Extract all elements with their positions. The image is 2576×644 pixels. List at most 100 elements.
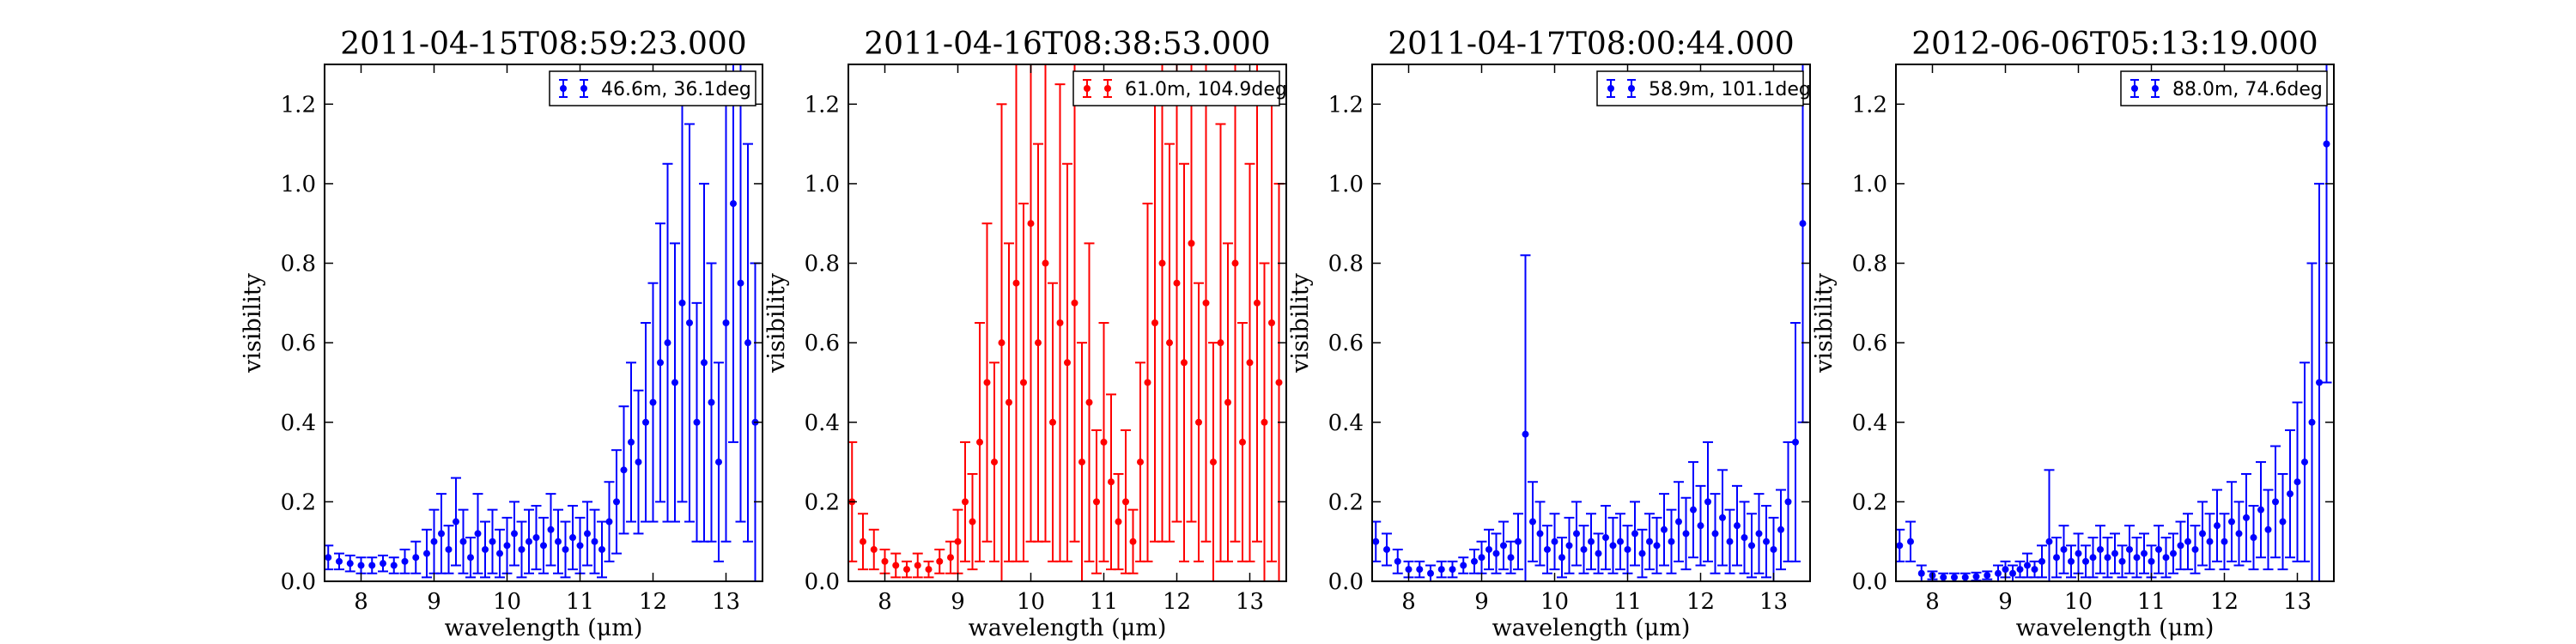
data-point — [1416, 566, 1424, 574]
data-point — [2199, 530, 2206, 538]
data-point — [2141, 550, 2148, 557]
chart-title: 2012-06-06T05:13:19.000 — [1911, 27, 2318, 62]
data-point — [511, 530, 518, 538]
y-tick-label: 1.0 — [1328, 172, 1364, 197]
data-point — [1181, 359, 1188, 367]
data-point — [1734, 522, 1741, 530]
data-point — [722, 319, 730, 326]
data-point — [1697, 522, 1704, 530]
data-point — [1485, 545, 1492, 553]
data-point — [1588, 538, 1595, 545]
x-axis-label: wavelength (μm) — [969, 615, 1167, 641]
data-point — [1042, 259, 1049, 267]
data-point — [526, 538, 532, 545]
data-point — [914, 562, 921, 569]
data-series — [1896, 64, 2332, 581]
data-point — [1210, 459, 1217, 466]
data-point — [1437, 566, 1445, 574]
data-point — [2206, 538, 2214, 545]
data-point — [881, 557, 889, 565]
axes-frame — [848, 64, 1287, 582]
data-point — [1609, 542, 1617, 550]
chart-panel: 2011-04-16T08:38:53.000 8 9 10 11 12 13 0.0 0.2 0… — [763, 27, 1287, 641]
data-point — [1224, 398, 1231, 406]
x-tick-label: 9 — [1474, 589, 1489, 615]
x-tick-label: 10 — [493, 589, 521, 615]
data-point — [1460, 562, 1467, 569]
data-point — [1049, 418, 1056, 426]
data-point — [892, 562, 900, 569]
x-tick-label: 11 — [566, 589, 594, 615]
data-point — [903, 566, 910, 574]
y-tick-label: 0.8 — [281, 252, 316, 277]
data-point — [453, 518, 459, 526]
data-point — [969, 518, 976, 526]
x-tick-label: 12 — [1686, 589, 1715, 615]
data-point — [1231, 259, 1239, 267]
data-point — [1617, 538, 1624, 545]
data-point — [2177, 542, 2184, 550]
x-tick-label: 11 — [1613, 589, 1642, 615]
data-point — [2148, 557, 2155, 565]
y-axis-label: visibility — [1811, 272, 1838, 373]
data-point — [346, 560, 354, 568]
data-point — [1202, 299, 1210, 307]
data-point — [2301, 459, 2308, 466]
y-tick-label: 0.4 — [1852, 410, 1887, 436]
data-point — [947, 554, 954, 562]
data-point — [1668, 538, 1675, 545]
data-point — [998, 339, 1005, 347]
chart-panel: 2011-04-15T08:59:23.000 8 9 10 11 12 13 0.0 0.2 0… — [240, 27, 763, 641]
data-point — [2170, 550, 2177, 557]
data-point — [1646, 538, 1653, 545]
data-point — [954, 538, 962, 545]
data-point — [474, 530, 482, 538]
data-point — [569, 534, 576, 542]
data-point — [1515, 538, 1522, 545]
y-axis-label: visibility — [1287, 272, 1314, 373]
data-point — [2155, 545, 2162, 553]
data-point — [1188, 240, 1195, 247]
data-point — [2272, 498, 2279, 506]
x-axis-label: wavelength (μm) — [2016, 615, 2215, 641]
y-tick-label: 1.2 — [1328, 92, 1364, 118]
data-point — [1122, 498, 1129, 506]
x-tick-label: 11 — [1090, 589, 1118, 615]
data-point — [423, 550, 430, 557]
data-point — [598, 545, 605, 553]
data-point — [412, 554, 420, 562]
data-point — [976, 438, 983, 446]
data-point — [1940, 574, 1947, 581]
data-point — [1394, 557, 1401, 565]
data-point — [438, 530, 445, 538]
x-tick-label: 13 — [1759, 589, 1788, 615]
chart-title: 2011-04-17T08:00:44.000 — [1388, 27, 1794, 62]
y-tick-label: 0.8 — [805, 252, 840, 277]
data-point — [1405, 566, 1413, 574]
data-point — [1917, 569, 1925, 577]
data-point — [1035, 339, 1042, 347]
data-point — [1763, 538, 1770, 545]
data-point — [962, 498, 969, 506]
data-point — [1173, 279, 1181, 287]
y-axis-label: visibility — [240, 272, 266, 373]
data-point — [1078, 459, 1085, 466]
data-point — [2097, 545, 2104, 553]
y-tick-label: 0.8 — [1852, 252, 1887, 277]
data-point — [2016, 566, 2024, 574]
y-tick-label: 1.2 — [805, 92, 840, 118]
data-point — [2002, 566, 2009, 574]
data-point — [1675, 518, 1682, 526]
data-point — [2089, 554, 2097, 562]
legend-label: 61.0m, 104.9deg — [1125, 79, 1287, 100]
data-point — [686, 319, 693, 326]
data-point — [870, 545, 878, 553]
legend: 46.6m, 36.1deg — [549, 70, 756, 106]
data-point — [1478, 554, 1485, 562]
data-point — [620, 466, 628, 474]
data-point — [1565, 542, 1573, 550]
x-tick-label: 10 — [1540, 589, 1569, 615]
data-point — [2214, 522, 2221, 530]
data-point — [1275, 379, 1283, 386]
legend-marker-icon — [1104, 85, 1111, 92]
